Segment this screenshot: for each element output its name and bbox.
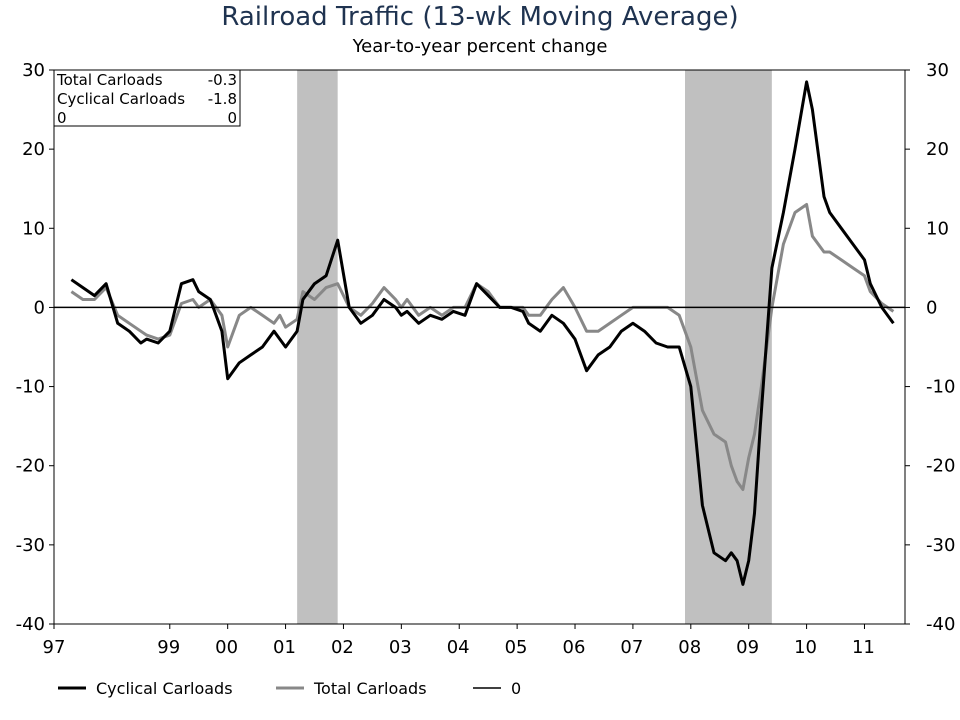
y-tick-label-right-5: -20 [926,456,955,477]
legend-label-1: Total Carloads [313,679,427,698]
x-tick-label-11: 09 [736,637,759,658]
y-tick-label-left-7: -40 [16,614,45,635]
x-tick-label-8: 06 [563,637,586,658]
annotation-name-0: Total Carloads [56,71,163,89]
legend-label-2: 0 [511,679,521,698]
y-tick-label-left-0: 30 [22,60,45,81]
series-lines [54,80,905,586]
legend: Cyclical Carloads Total Carloads 0 [58,679,521,698]
y-tick-label-right-0: 30 [926,60,949,81]
x-tick-label-13: 11 [852,637,875,658]
y-tick-label-right-4: -10 [926,377,955,398]
y-tick-label-right-1: 20 [926,139,949,160]
x-tick-label-2: 00 [215,637,238,658]
annotation-name-2: 0 [57,109,67,127]
x-tick-label-12: 10 [794,637,817,658]
recession-bands [297,70,772,624]
y-tick-label-right-7: -40 [926,614,955,635]
annotation-value-0: -0.3 [208,71,237,89]
y-tick-label-right-6: -30 [926,535,955,556]
x-tick-label-6: 04 [447,637,470,658]
y-tick-label-left-2: 10 [22,218,45,239]
y-tick-label-left-1: 20 [22,139,45,160]
x-tick-label-5: 03 [389,637,412,658]
y-tick-label-left-5: -20 [16,456,45,477]
y-tick-label-left-6: -30 [16,535,45,556]
plot-border [53,69,906,625]
annotation-frame [53,69,241,127]
x-tick-label-3: 01 [273,637,296,658]
chart-title: Railroad Traffic (13-wk Moving Average) [221,2,739,32]
x-tick-label-4: 02 [331,637,354,658]
y-tick-label-left-3: 0 [34,297,45,318]
legend-label-0: Cyclical Carloads [96,679,233,698]
series-line-1 [70,203,895,491]
annotation-name-1: Cyclical Carloads [57,90,185,108]
x-tick-label-0: 97 [43,637,66,658]
x-tick-label-10: 08 [678,637,701,658]
plot-frame [53,69,906,625]
recession-band-1 [685,70,772,624]
x-tick-label-1: 99 [157,637,180,658]
y-tick-label-right-2: 10 [926,218,949,239]
x-tick-label-9: 07 [620,637,643,658]
y-tick-label-left-4: -10 [16,377,45,398]
x-tick-label-7: 05 [505,637,528,658]
series-line-0 [70,80,895,586]
annotation-value-2: 0 [227,109,237,127]
annotation-value-1: -1.8 [208,90,237,108]
recession-band-0 [297,70,338,624]
y-axis-ticks: 30 30 20 20 10 10 0 0 -10 -10 -20 -20 -30 -30 -40 -40 [16,60,956,635]
y-tick-label-right-3: 0 [926,297,937,318]
x-axis-ticks: 97 99 00 01 02 03 04 05 06 07 08 09 10 11 [43,624,875,658]
chart-subtitle: Year-to-year percent change [352,36,608,57]
